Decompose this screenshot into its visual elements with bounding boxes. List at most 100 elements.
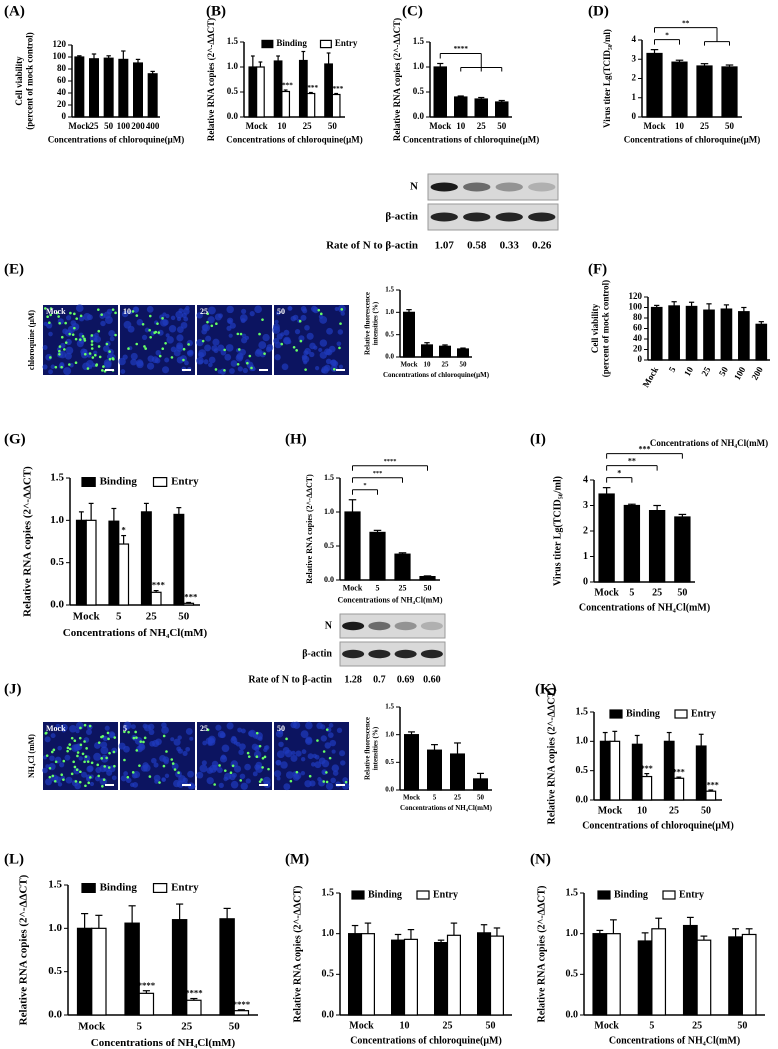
y-tick-label: 0.0 (576, 794, 589, 805)
nucleus (94, 332, 99, 338)
nucleus (328, 345, 336, 353)
blot-band (368, 649, 391, 659)
nucleus (206, 777, 214, 785)
infected-cell (74, 780, 78, 783)
nucleus (59, 762, 65, 768)
x-tick-label: Mock (598, 805, 623, 816)
nucleus (100, 741, 108, 749)
nucleus (104, 316, 113, 324)
bar (738, 311, 750, 361)
infected-cell (48, 775, 52, 779)
infected-cell (69, 311, 72, 315)
x-tick-label: 50 (328, 121, 338, 131)
infected-cell (111, 357, 115, 360)
x-tick-label: 5 (629, 587, 634, 598)
nucleus (218, 782, 224, 789)
nucleus (162, 756, 170, 763)
panel-label: (G) (4, 431, 26, 447)
nucleus (310, 305, 318, 313)
nucleus (229, 773, 236, 781)
infected-cell (231, 764, 235, 768)
x-tick-label: 25 (669, 805, 679, 816)
y-axis-label: Relative fluorescence (364, 717, 372, 780)
nucleus (48, 331, 53, 337)
infected-cell (83, 760, 86, 764)
nucleus (318, 757, 326, 765)
nucleus (123, 745, 130, 753)
nucleus (121, 310, 129, 318)
bracket-label: *** (639, 444, 651, 453)
nucleus (213, 348, 219, 354)
bar (685, 305, 698, 361)
x-axis-label: Concentrations of NH₄Cl(mM) (579, 602, 710, 613)
micrograph-label: 50 (277, 724, 285, 733)
bar (124, 922, 140, 1016)
x-axis-label: Concentrations of NH₄Cl(mM) (63, 627, 208, 639)
x-tick-label: Mock (641, 365, 661, 389)
bar (648, 510, 666, 583)
nucleus (338, 364, 344, 369)
y-tick-label: 80 (633, 312, 643, 322)
bar (76, 927, 93, 1016)
infected-cell (325, 771, 328, 774)
infected-cell (246, 361, 249, 365)
nucleus (330, 777, 336, 784)
infected-cell (114, 311, 117, 315)
rate-value: 0.60 (423, 674, 441, 685)
bar (348, 933, 363, 1016)
nucleus (314, 366, 320, 371)
infected-cell (98, 355, 102, 359)
nucleus (86, 359, 94, 368)
bar (391, 939, 406, 1016)
nucleus (339, 750, 346, 757)
bar (344, 511, 361, 581)
nucleus (57, 782, 63, 787)
nucleus (120, 369, 126, 374)
scale-bar (105, 369, 114, 371)
blot-band (528, 182, 556, 192)
infected-cell (105, 342, 109, 346)
y-tick-label: 0.5 (227, 86, 239, 96)
nucleus (239, 314, 248, 322)
infected-cell (72, 760, 75, 764)
nucleus (340, 760, 346, 766)
nucleus (320, 735, 327, 742)
nucleus (59, 361, 65, 367)
nucleus (230, 360, 238, 367)
nucleus (201, 328, 208, 335)
bar (85, 519, 97, 606)
y-axis-label: Relative RNA copies (2^-ΔΔCT) (305, 474, 314, 584)
nucleus (254, 764, 261, 771)
infected-cell (182, 347, 186, 351)
bar (457, 348, 470, 358)
y-tick-label: 0 (62, 111, 67, 121)
side-label: chloroquine (μM) (27, 310, 36, 371)
micrograph-label: 10 (123, 307, 131, 316)
x-tick-label: 25 (90, 121, 100, 131)
infected-cell (90, 334, 94, 337)
nucleus (48, 369, 53, 375)
bar (421, 344, 434, 358)
infected-cell (62, 778, 65, 781)
y-tick-label: 1.0 (322, 928, 335, 939)
scale-bar (336, 784, 345, 786)
nucleus (57, 745, 62, 751)
nucleus (123, 721, 132, 730)
x-tick-label: 10 (637, 805, 647, 816)
nucleus (93, 337, 98, 342)
bar (133, 62, 144, 118)
micrograph-label: Mock (46, 724, 66, 733)
bar (256, 66, 265, 118)
nucleus (237, 727, 243, 733)
panel-label: (D) (588, 3, 609, 19)
infected-cell (89, 776, 92, 779)
nucleus (319, 339, 328, 347)
infected-cell (238, 348, 241, 351)
y-tick-label: 40 (633, 333, 643, 343)
legend-swatch (351, 890, 365, 900)
nucleus (69, 724, 77, 733)
y-tick-label: 0 (583, 576, 588, 587)
blot-band (430, 182, 458, 192)
infected-cell (248, 354, 252, 358)
nucleus (331, 764, 340, 772)
